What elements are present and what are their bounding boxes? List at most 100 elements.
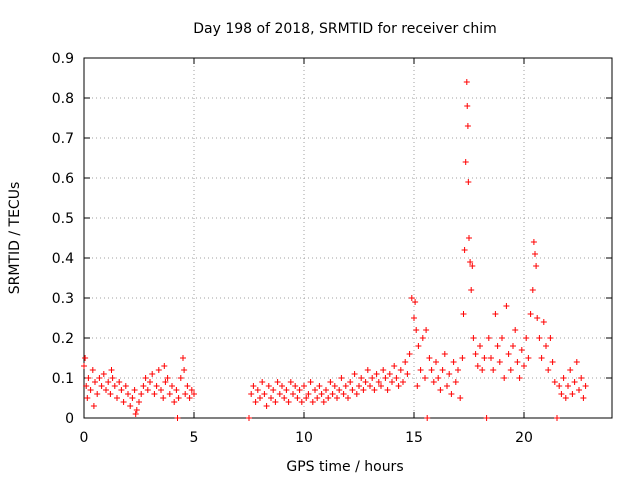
data-point xyxy=(92,379,98,385)
data-point xyxy=(276,391,283,397)
data-point xyxy=(90,403,97,409)
data-point xyxy=(81,363,87,369)
data-point xyxy=(549,359,556,365)
x-tick-label: 20 xyxy=(515,430,533,446)
data-point xyxy=(140,383,147,389)
data-point xyxy=(188,387,195,393)
data-point xyxy=(147,379,153,385)
x-tick-label: 15 xyxy=(405,430,423,446)
data-point xyxy=(358,375,365,381)
data-point xyxy=(182,391,189,397)
data-point xyxy=(448,391,455,397)
data-point xyxy=(180,355,186,361)
data-point xyxy=(386,371,393,377)
data-point xyxy=(525,355,532,361)
data-point xyxy=(246,415,252,421)
data-point xyxy=(433,359,439,365)
data-point xyxy=(107,391,114,397)
data-point xyxy=(186,395,193,401)
data-point xyxy=(470,335,477,341)
data-point xyxy=(120,399,127,405)
data-point xyxy=(393,375,400,381)
data-point xyxy=(296,387,303,393)
data-point xyxy=(464,123,471,129)
data-point xyxy=(364,367,371,373)
data-point xyxy=(307,379,314,385)
data-point xyxy=(408,295,415,301)
data-point xyxy=(382,375,389,381)
data-point xyxy=(151,391,158,397)
data-point xyxy=(556,383,563,389)
data-point xyxy=(281,395,288,401)
data-point xyxy=(89,367,96,373)
data-point xyxy=(439,367,446,373)
data-point xyxy=(129,395,136,401)
data-point xyxy=(340,391,347,397)
data-point xyxy=(314,395,321,401)
data-point xyxy=(481,355,488,361)
data-point xyxy=(349,387,356,393)
data-point xyxy=(268,395,274,401)
data-point xyxy=(164,375,171,381)
data-point xyxy=(108,367,115,373)
data-point xyxy=(580,395,587,401)
x-tick-label: 5 xyxy=(190,430,199,446)
data-point xyxy=(174,415,181,421)
data-point xyxy=(153,383,160,389)
data-point xyxy=(483,415,490,421)
data-point xyxy=(334,395,340,401)
data-point xyxy=(298,399,305,405)
data-point xyxy=(494,343,501,349)
data-point xyxy=(501,375,508,381)
data-point xyxy=(259,379,266,385)
data-point xyxy=(191,391,197,397)
data-point xyxy=(437,387,444,393)
data-point xyxy=(465,179,472,185)
data-point xyxy=(138,391,145,397)
data-point xyxy=(158,387,164,393)
y-axis-label: SRMTID / TECUs xyxy=(7,182,23,295)
data-point xyxy=(380,367,387,373)
data-point xyxy=(285,399,292,405)
data-point xyxy=(105,379,112,385)
data-point xyxy=(351,371,358,377)
data-point xyxy=(512,327,519,333)
data-point xyxy=(414,383,421,389)
data-point xyxy=(412,299,419,305)
data-point xyxy=(428,367,435,373)
data-point xyxy=(510,343,516,349)
data-point xyxy=(118,387,125,393)
data-point xyxy=(529,287,536,293)
data-point xyxy=(362,379,369,385)
data-point xyxy=(111,383,118,389)
data-point xyxy=(474,363,481,369)
data-point xyxy=(492,311,499,317)
data-point xyxy=(551,379,558,385)
data-point xyxy=(336,387,343,393)
data-point xyxy=(521,363,527,369)
data-point xyxy=(265,383,272,389)
data-point xyxy=(166,391,173,397)
data-point xyxy=(391,363,398,369)
data-point xyxy=(132,411,139,417)
data-point xyxy=(582,383,589,389)
data-point xyxy=(578,375,585,381)
data-point xyxy=(450,359,457,365)
grid xyxy=(84,58,612,418)
data-point xyxy=(395,383,402,389)
data-point xyxy=(446,371,453,377)
data-point xyxy=(545,367,552,373)
data-point xyxy=(490,367,497,373)
data-point xyxy=(533,263,540,269)
data-point xyxy=(325,395,332,401)
data-point xyxy=(305,391,312,397)
data-point xyxy=(114,395,120,401)
data-point xyxy=(261,391,268,397)
data-point xyxy=(353,391,360,397)
data-point xyxy=(162,379,169,385)
data-point xyxy=(464,103,471,109)
data-point xyxy=(133,407,140,413)
data-point xyxy=(109,375,116,381)
y-tick-label: 0.2 xyxy=(52,331,74,347)
data-point xyxy=(538,355,545,361)
